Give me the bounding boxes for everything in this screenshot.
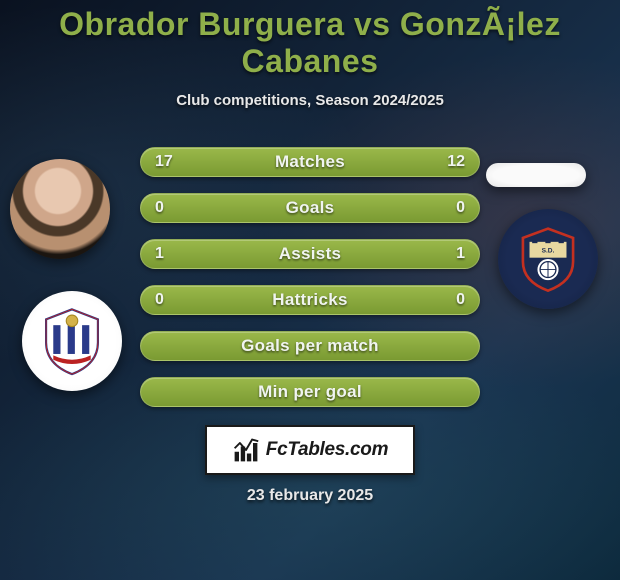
fctables-chart-icon (232, 436, 260, 464)
stat-row-matches: 17 Matches 12 (140, 147, 480, 177)
content-root: Obrador Burguera vs GonzÃ¡lez Cabanes Cl… (0, 0, 620, 580)
stat-row-min-per-goal: Min per goal (140, 377, 480, 407)
stat-left-value: 0 (155, 291, 164, 309)
stat-label: Goals (286, 198, 335, 218)
stat-label: Min per goal (258, 382, 362, 402)
stat-row-goals-per-match: Goals per match (140, 331, 480, 361)
club-crest-right: S.D. (498, 209, 598, 309)
player-right-avatar (486, 163, 586, 187)
fctables-logo-text: FcTables.com (266, 439, 388, 461)
date-stamp: 23 february 2025 (247, 487, 373, 505)
comparison-arena: S.D. 17 Matches 12 0 Goals 0 1 Assists 1… (0, 133, 620, 580)
stat-bars: 17 Matches 12 0 Goals 0 1 Assists 1 0 Ha… (140, 147, 480, 407)
stat-left-value: 1 (155, 245, 164, 263)
deportivo-crest-icon (36, 305, 108, 377)
stat-row-hattricks: 0 Hattricks 0 (140, 285, 480, 315)
stat-right-value: 0 (456, 291, 465, 309)
stat-label: Goals per match (241, 336, 379, 356)
stat-right-value: 1 (456, 245, 465, 263)
stat-row-goals: 0 Goals 0 (140, 193, 480, 223)
stat-left-value: 0 (155, 199, 164, 217)
huesca-crest-icon: S.D. (515, 226, 581, 292)
club-crest-left (22, 291, 122, 391)
page-title: Obrador Burguera vs GonzÃ¡lez Cabanes (0, 6, 620, 80)
stat-row-assists: 1 Assists 1 (140, 239, 480, 269)
stat-right-value: 12 (447, 153, 465, 171)
svg-text:S.D.: S.D. (542, 247, 555, 254)
stat-left-value: 17 (155, 153, 173, 171)
player-left-avatar (10, 159, 110, 259)
stat-label: Matches (275, 152, 345, 172)
fctables-logo-box: FcTables.com (205, 425, 415, 475)
subtitle: Club competitions, Season 2024/2025 (176, 92, 444, 109)
stat-label: Assists (279, 244, 342, 264)
stat-label: Hattricks (272, 290, 347, 310)
stat-right-value: 0 (456, 199, 465, 217)
